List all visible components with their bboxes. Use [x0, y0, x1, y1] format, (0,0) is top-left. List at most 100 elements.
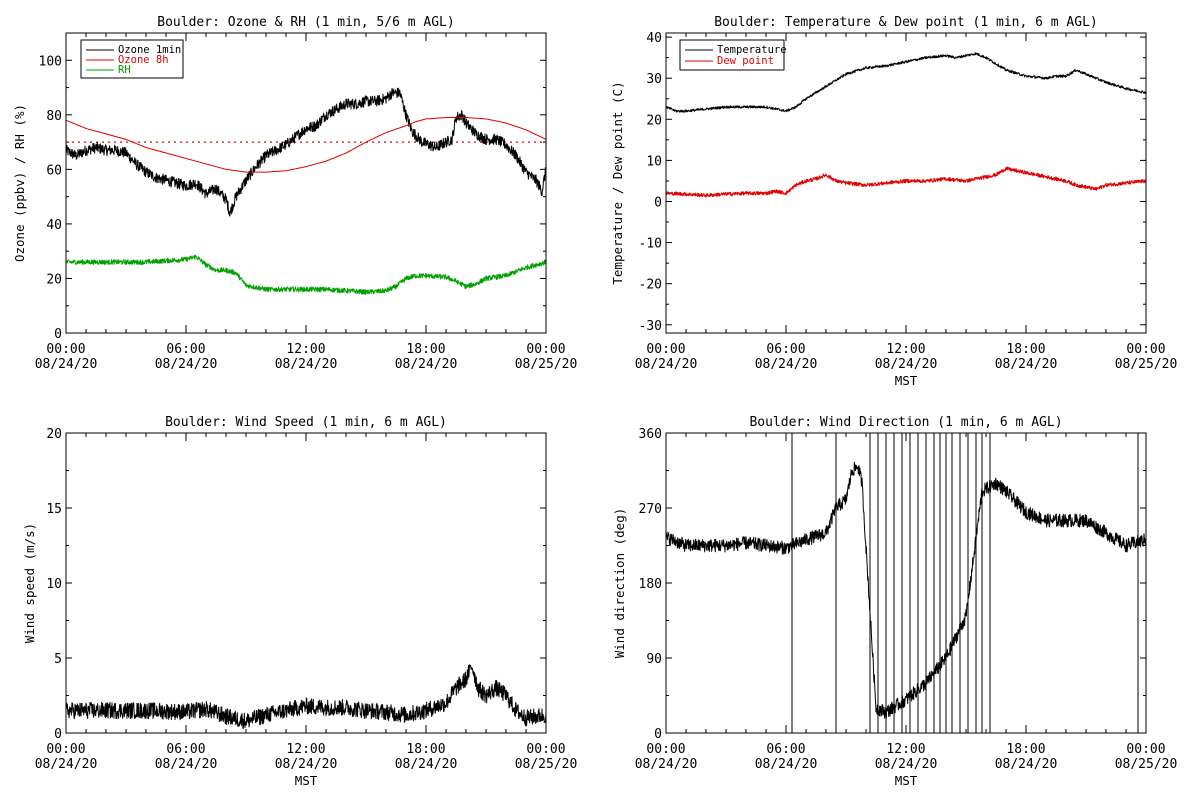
- x-tick-label-date: 08/25/20: [515, 357, 578, 372]
- y-tick-label: 180: [639, 577, 662, 592]
- chart-title: Boulder: Ozone & RH (1 min, 5/6 m AGL): [157, 15, 454, 30]
- x-tick-label-date: 08/24/20: [155, 757, 218, 772]
- legend-label-dewpoint: Dew point: [717, 55, 774, 67]
- series-line-temperature: [665, 52, 1147, 113]
- chart-title: Boulder: Temperature & Dew point (1 min,…: [714, 15, 1098, 30]
- x-axis-label: MST: [895, 373, 918, 388]
- x-tick-label-time: 00:00: [46, 342, 85, 357]
- x-tick-label-date: 08/24/20: [635, 357, 698, 372]
- y-tick-label: 60: [46, 163, 62, 178]
- chart-title: Boulder: Wind Speed (1 min, 6 m AGL): [165, 415, 447, 430]
- x-tick-label-date: 08/24/20: [395, 357, 458, 372]
- y-axis-label: Wind direction (deg): [612, 508, 627, 659]
- axis-ticks: -30-20-1001020304000:0008/24/2006:0008/2…: [635, 31, 1178, 372]
- x-tick-label-date: 08/24/20: [875, 757, 938, 772]
- y-axis-label: Ozone (ppbv) / RH (%): [12, 104, 27, 262]
- y-tick-label: 40: [646, 31, 662, 46]
- x-tick-label-date: 08/25/20: [515, 757, 578, 772]
- y-tick-label: 10: [46, 577, 62, 592]
- plot-frame: [665, 32, 1147, 334]
- panel-temperature-dewpoint: Boulder: Temperature & Dew point (1 min,…: [610, 15, 1177, 388]
- x-tick-label-date: 08/24/20: [995, 757, 1058, 772]
- x-tick-label-time: 06:00: [166, 742, 205, 757]
- series-line-ozone-1min: [65, 87, 547, 217]
- y-tick-label: 20: [646, 113, 662, 128]
- x-tick-label-time: 00:00: [1126, 742, 1165, 757]
- x-tick-label-time: 06:00: [766, 342, 805, 357]
- x-tick-label-time: 18:00: [1006, 342, 1045, 357]
- x-tick-label-time: 12:00: [286, 342, 325, 357]
- x-tick-label-date: 08/24/20: [755, 757, 818, 772]
- series-group: [665, 433, 1147, 733]
- series-group: [65, 664, 547, 729]
- x-tick-label-time: 18:00: [406, 342, 445, 357]
- y-tick-label: 30: [646, 72, 662, 87]
- y-tick-label: 20: [46, 427, 62, 442]
- legend-label-temperature: Temperature: [717, 44, 787, 56]
- x-tick-label-time: 06:00: [766, 742, 805, 757]
- x-tick-label-time: 00:00: [1126, 342, 1165, 357]
- x-tick-label-time: 12:00: [286, 742, 325, 757]
- legend-box: [679, 39, 785, 71]
- y-tick-label: 80: [46, 109, 62, 124]
- plot-frame: [65, 32, 547, 334]
- y-tick-label: 20: [46, 272, 62, 287]
- series-line-dew-point: [665, 166, 1147, 198]
- x-tick-label-date: 08/24/20: [755, 357, 818, 372]
- panel-wind-speed: Boulder: Wind Speed (1 min, 6 m AGL) Win…: [22, 415, 577, 788]
- legend: Temperature Dew point: [679, 39, 787, 71]
- legend-label-rh: RH: [118, 64, 131, 76]
- plot-frame: [65, 432, 547, 734]
- y-tick-label: 10: [646, 154, 662, 169]
- x-tick-label-time: 00:00: [526, 342, 565, 357]
- x-tick-label-date: 08/24/20: [35, 757, 98, 772]
- y-tick-label: 5: [54, 652, 62, 667]
- x-axis-label: MST: [895, 773, 918, 788]
- series-line-ozone-8h: [65, 117, 547, 173]
- series-group: [665, 52, 1147, 198]
- y-tick-label: 90: [646, 652, 662, 667]
- legend-label-ozone-1min: Ozone 1min: [118, 44, 181, 56]
- y-tick-label: 40: [46, 218, 62, 233]
- x-tick-label-time: 00:00: [646, 342, 685, 357]
- y-tick-label: 0: [654, 195, 662, 210]
- y-tick-label: -10: [639, 237, 662, 252]
- legend-label-ozone-8h: Ozone 8h: [118, 54, 169, 66]
- x-tick-label-date: 08/24/20: [155, 357, 218, 372]
- y-tick-label: -20: [639, 278, 662, 293]
- series-line-wind-dir: [665, 461, 1147, 719]
- axis-ticks: 0510152000:0008/24/2006:0008/24/2012:000…: [35, 427, 578, 772]
- y-tick-label: 360: [639, 427, 662, 442]
- axis-ticks: 09018027036000:0008/24/2006:0008/24/2012…: [635, 427, 1178, 772]
- x-tick-label-date: 08/24/20: [35, 357, 98, 372]
- legend-box: [80, 39, 184, 79]
- y-tick-label: 270: [639, 502, 662, 517]
- series-group: [65, 87, 547, 295]
- x-tick-label-time: 12:00: [886, 742, 925, 757]
- x-tick-label-date: 08/24/20: [995, 357, 1058, 372]
- x-tick-label-date: 08/25/20: [1115, 357, 1178, 372]
- legend: Ozone 1min Ozone 8h RH: [80, 39, 184, 79]
- y-tick-label: 15: [46, 502, 62, 517]
- x-tick-label-time: 00:00: [46, 742, 85, 757]
- x-tick-label-date: 08/24/20: [875, 357, 938, 372]
- x-tick-label-time: 12:00: [886, 342, 925, 357]
- x-tick-label-time: 00:00: [526, 742, 565, 757]
- x-tick-label-date: 08/25/20: [1115, 757, 1178, 772]
- x-tick-label-time: 18:00: [1006, 742, 1045, 757]
- y-tick-label: 0: [54, 727, 62, 742]
- x-axis-label: MST: [295, 773, 318, 788]
- y-tick-label: 0: [654, 727, 662, 742]
- x-tick-label-date: 08/24/20: [395, 757, 458, 772]
- series-line-rh: [65, 254, 547, 295]
- series-line-wind-speed: [65, 664, 547, 729]
- x-tick-label-date: 08/24/20: [275, 357, 338, 372]
- y-tick-label: 100: [39, 54, 62, 69]
- chart-title: Boulder: Wind Direction (1 min, 6 m AGL): [749, 415, 1062, 430]
- panel-ozone-rh: Boulder: Ozone & RH (1 min, 5/6 m AGL) O…: [12, 15, 577, 372]
- x-tick-label-time: 18:00: [406, 742, 445, 757]
- plot-frame: [665, 432, 1147, 734]
- y-tick-label: 0: [54, 327, 62, 342]
